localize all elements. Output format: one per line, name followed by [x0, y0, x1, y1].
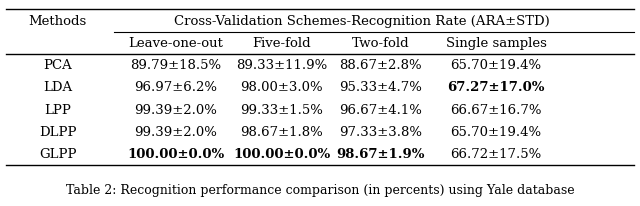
- Text: 89.79±18.5%: 89.79±18.5%: [131, 59, 221, 72]
- Text: 96.67±4.1%: 96.67±4.1%: [339, 103, 422, 116]
- Text: 65.70±19.4%: 65.70±19.4%: [451, 125, 541, 138]
- Text: 100.00±0.0%: 100.00±0.0%: [233, 147, 330, 160]
- Text: 98.00±3.0%: 98.00±3.0%: [240, 81, 323, 94]
- Text: 89.33±11.9%: 89.33±11.9%: [236, 59, 327, 72]
- Text: 66.72±17.5%: 66.72±17.5%: [451, 147, 541, 160]
- Text: Table 2: Recognition performance comparison (in percents) using Yale database: Table 2: Recognition performance compari…: [66, 183, 574, 196]
- Text: 99.39±2.0%: 99.39±2.0%: [134, 125, 218, 138]
- Text: 65.70±19.4%: 65.70±19.4%: [451, 59, 541, 72]
- Text: 99.39±2.0%: 99.39±2.0%: [134, 103, 218, 116]
- Text: LPP: LPP: [44, 103, 71, 116]
- Text: 98.67±1.9%: 98.67±1.9%: [337, 147, 425, 160]
- Text: Methods: Methods: [28, 15, 87, 28]
- Text: Cross-Validation Schemes-Recognition Rate (ARA±STD): Cross-Validation Schemes-Recognition Rat…: [173, 15, 550, 28]
- Text: 67.27±17.0%: 67.27±17.0%: [447, 81, 545, 94]
- Text: 99.33±1.5%: 99.33±1.5%: [240, 103, 323, 116]
- Text: Single samples: Single samples: [445, 37, 547, 50]
- Text: 95.33±4.7%: 95.33±4.7%: [339, 81, 422, 94]
- Text: 96.97±6.2%: 96.97±6.2%: [134, 81, 218, 94]
- Text: Two-fold: Two-fold: [352, 37, 410, 50]
- Text: DLPP: DLPP: [39, 125, 76, 138]
- Text: GLPP: GLPP: [39, 147, 76, 160]
- Text: 88.67±2.8%: 88.67±2.8%: [339, 59, 422, 72]
- Text: LDA: LDA: [43, 81, 72, 94]
- Text: PCA: PCA: [44, 59, 72, 72]
- Text: Five-fold: Five-fold: [252, 37, 311, 50]
- Text: 66.67±16.7%: 66.67±16.7%: [451, 103, 541, 116]
- Text: 100.00±0.0%: 100.00±0.0%: [127, 147, 225, 160]
- Text: 98.67±1.8%: 98.67±1.8%: [240, 125, 323, 138]
- Text: Leave-one-out: Leave-one-out: [129, 37, 223, 50]
- Text: 97.33±3.8%: 97.33±3.8%: [339, 125, 422, 138]
